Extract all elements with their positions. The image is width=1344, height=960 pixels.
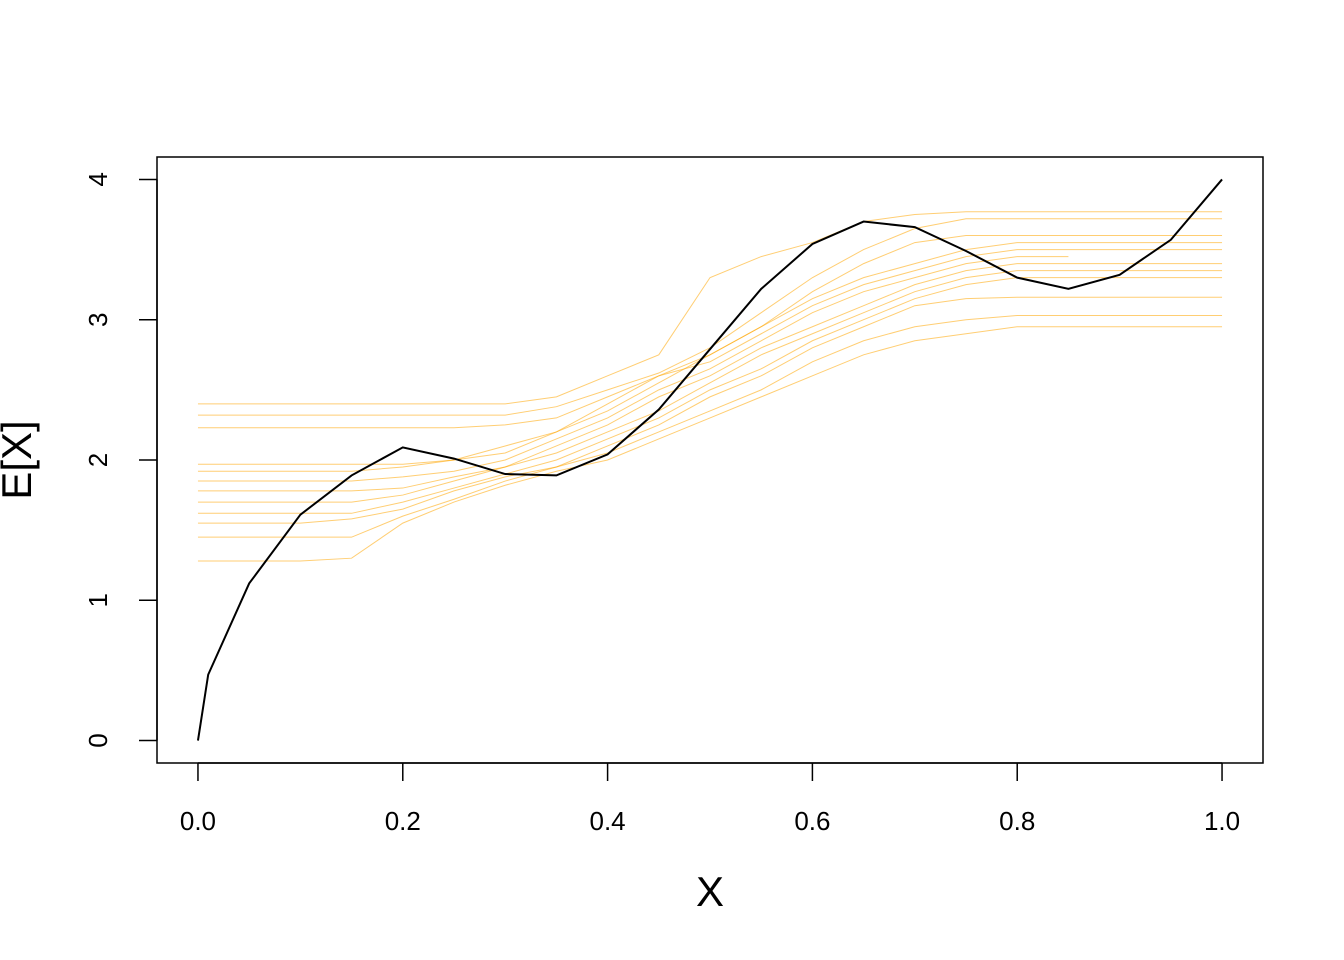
x-tick-label: 0.4	[590, 806, 626, 836]
x-axis-title: X	[696, 868, 724, 915]
x-tick-label: 0.8	[999, 806, 1035, 836]
series-line	[197, 218, 1223, 416]
x-tick-label: 0.2	[385, 806, 421, 836]
x-tick-label: 0.6	[794, 806, 830, 836]
plot-frame	[156, 156, 1264, 764]
series-line	[197, 211, 1223, 405]
series-line	[197, 242, 1223, 465]
series-line	[196, 178, 1223, 741]
series-line	[197, 326, 1223, 562]
series-line	[197, 296, 1223, 524]
y-axis-title: E[X]	[0, 420, 40, 499]
series-line	[197, 270, 1223, 503]
x-tick-label: 0.0	[180, 806, 216, 836]
y-tick-label: 3	[83, 312, 113, 326]
series-line	[197, 256, 1069, 482]
series-line	[197, 315, 1223, 538]
y-tick-label: 2	[83, 453, 113, 467]
x-tick-label: 1.0	[1204, 806, 1240, 836]
series-line	[197, 235, 1223, 429]
series-line	[197, 249, 1223, 472]
y-tick-label: 1	[83, 593, 113, 607]
y-tick-label: 4	[83, 172, 113, 186]
series-line	[197, 277, 1223, 514]
series-line	[197, 263, 1223, 492]
y-tick-label: 0	[83, 733, 113, 747]
